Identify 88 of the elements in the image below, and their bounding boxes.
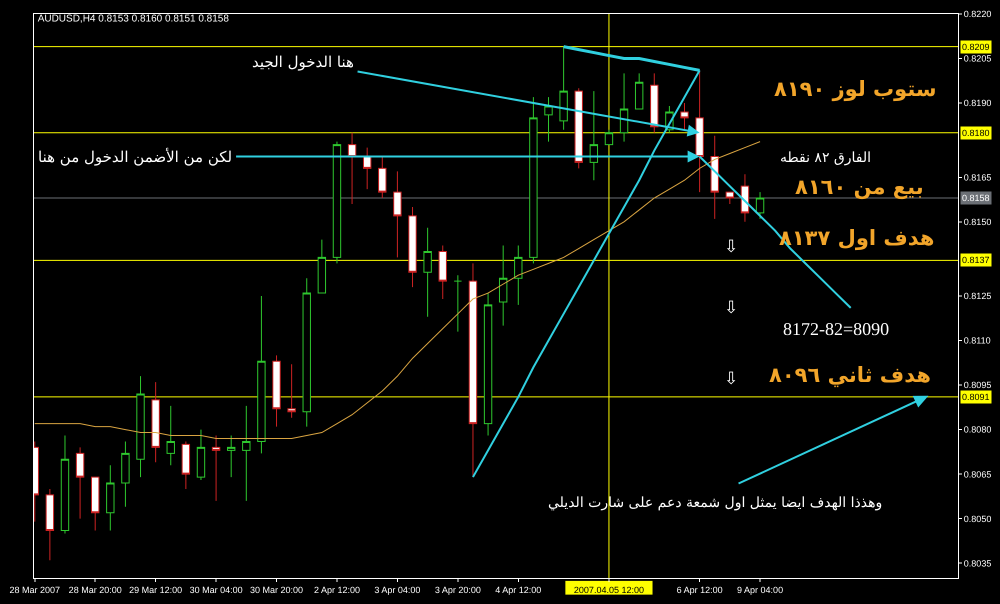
y-tick-label: 0.8080 bbox=[964, 424, 992, 435]
annotation: ستوب لوز ٨١٩٠ bbox=[774, 77, 937, 102]
candlestick bbox=[318, 239, 326, 294]
annotation: ⇩ bbox=[724, 369, 738, 389]
candlestick bbox=[136, 376, 145, 478]
candlestick bbox=[257, 296, 266, 454]
candlestick bbox=[226, 435, 236, 478]
candlestick bbox=[740, 174, 750, 222]
y-tick-label: 0.8205 bbox=[964, 54, 992, 64]
x-tick-label: 6 Apr 12:00 bbox=[676, 584, 723, 595]
candlestick bbox=[287, 364, 296, 418]
ref-line-label: 0.8137 bbox=[962, 255, 990, 265]
candlestick bbox=[620, 72, 628, 142]
candlestick bbox=[756, 192, 764, 220]
ref-line-label: 0.8180 bbox=[962, 128, 990, 138]
candlestick bbox=[272, 354, 281, 428]
candlestick bbox=[212, 435, 220, 502]
y-tick-label: 0.8095 bbox=[964, 380, 992, 390]
y-tick-label: 0.8110 bbox=[964, 336, 991, 346]
ref-line-label: 0.8209 bbox=[962, 42, 990, 52]
candlestick bbox=[438, 245, 447, 300]
candlestick bbox=[166, 405, 175, 466]
candlestick bbox=[46, 488, 54, 561]
x-tick-label: 28 Mar 2007 bbox=[9, 584, 60, 595]
annotation: بيع من ٨١٦٠ bbox=[795, 175, 924, 200]
candlestick bbox=[468, 262, 478, 478]
y-tick-label: 0.8125 bbox=[964, 291, 992, 302]
y-tick-label: 0.8220 bbox=[964, 9, 992, 20]
y-tick-label: 0.8190 bbox=[964, 98, 992, 108]
annotation: الفارق ٨٢ نقطه bbox=[780, 150, 872, 166]
candlestick bbox=[544, 96, 553, 142]
candlestick bbox=[529, 96, 538, 264]
candlestick bbox=[574, 88, 583, 169]
x-tick-label: 2 Apr 12:00 bbox=[314, 584, 360, 595]
x-tick-label: 30 Mar 04:00 bbox=[190, 584, 243, 595]
line-series bbox=[34, 141, 761, 439]
candlestick bbox=[484, 292, 492, 436]
candlestick bbox=[76, 446, 84, 520]
candlestick bbox=[182, 440, 190, 490]
candlestick bbox=[151, 382, 160, 463]
x-tick-label: 29 Mar 12:00 bbox=[129, 584, 182, 595]
candlestick bbox=[393, 170, 402, 258]
annotation: ⇩ bbox=[724, 298, 738, 318]
annotation: ⇩ bbox=[724, 237, 738, 257]
y-tick-label: 0.8035 bbox=[964, 558, 992, 568]
x-tick-label: 9 Apr 04:00 bbox=[737, 584, 784, 595]
x-tick-label: 4 Apr 12:00 bbox=[495, 584, 542, 595]
candlestick bbox=[454, 274, 462, 332]
candlestick bbox=[302, 278, 311, 428]
candlestick bbox=[726, 192, 734, 204]
candlestick bbox=[634, 72, 644, 110]
annotation: هدف ثاني ٨٠٩٦ bbox=[769, 363, 931, 388]
candlestick bbox=[498, 245, 508, 326]
annotation: هنا الدخول الجيد bbox=[252, 53, 354, 71]
candlestick bbox=[332, 141, 342, 264]
candlestick bbox=[590, 90, 598, 181]
x-tick-label: 30 Mar 20:00 bbox=[250, 584, 304, 595]
candlestick bbox=[408, 206, 417, 288]
candlestick bbox=[514, 245, 522, 306]
candlestick bbox=[348, 132, 356, 204]
candlestick bbox=[60, 435, 70, 534]
x-tick-label: 2007.04.05 12:00 bbox=[574, 584, 644, 595]
candlestick bbox=[106, 464, 115, 532]
x-tick-label: 3 Apr 20:00 bbox=[434, 584, 481, 595]
candlestick bbox=[650, 72, 658, 134]
annotation: لكن من الأضمن الدخول من هنا bbox=[38, 147, 232, 166]
candlestick bbox=[423, 227, 432, 318]
y-tick-label: 0.8050 bbox=[964, 514, 992, 524]
ref-line-label: 0.8158 bbox=[962, 193, 990, 203]
candlestick bbox=[242, 405, 250, 502]
candlestick bbox=[695, 70, 704, 193]
x-tick-label: 3 Apr 04:00 bbox=[374, 584, 420, 595]
annotation: 8172-82=8090 bbox=[783, 319, 890, 339]
candlestick bbox=[196, 429, 206, 481]
candlestick bbox=[91, 476, 100, 532]
candlestick bbox=[378, 156, 386, 199]
candlestick bbox=[710, 135, 719, 220]
candlestick bbox=[121, 440, 130, 508]
candlestick bbox=[362, 147, 372, 190]
ref-line-label: 0.8091 bbox=[962, 392, 990, 402]
chart-title: AUDUSD,H4 0.8153 0.8160 0.8151 0.8158 bbox=[38, 14, 230, 24]
y-tick-label: 0.8165 bbox=[964, 172, 992, 182]
y-tick-label: 0.8150 bbox=[964, 216, 992, 227]
candlestick bbox=[604, 129, 614, 146]
y-tick-label: 0.8065 bbox=[964, 469, 992, 480]
x-tick-label: 28 Mar 20:00 bbox=[68, 584, 122, 595]
candlestick bbox=[559, 46, 568, 130]
candlestick bbox=[680, 102, 689, 130]
